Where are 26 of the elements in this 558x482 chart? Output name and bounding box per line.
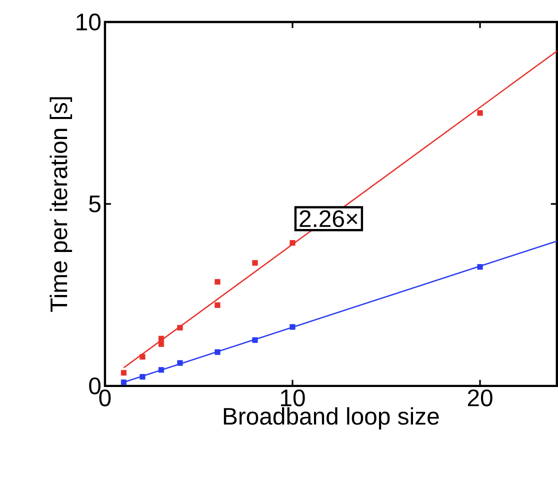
point [290,324,296,330]
y-tick-label: 5 [89,196,100,212]
point [158,336,164,342]
point [120,380,127,386]
point [214,279,220,285]
point [477,264,483,270]
point [140,354,146,360]
point [477,110,483,116]
x-tick-label: 20 [468,390,492,406]
y-axis-title: Time per iteration [s] [50,97,72,312]
y-tick-label: 0 [89,378,101,394]
x-axis-title: Broadband loop size [224,407,439,430]
point [177,360,183,366]
point [158,341,164,347]
point [290,240,296,246]
point [140,374,146,380]
point [214,349,220,355]
point [252,260,258,266]
point [252,337,258,343]
x-tick-label: 10 [281,390,305,406]
point [158,367,164,373]
point [120,370,127,376]
point [177,324,183,331]
point [214,302,220,308]
annotation: 2.26× [300,210,358,228]
y-tick-label: 10 [76,14,101,30]
